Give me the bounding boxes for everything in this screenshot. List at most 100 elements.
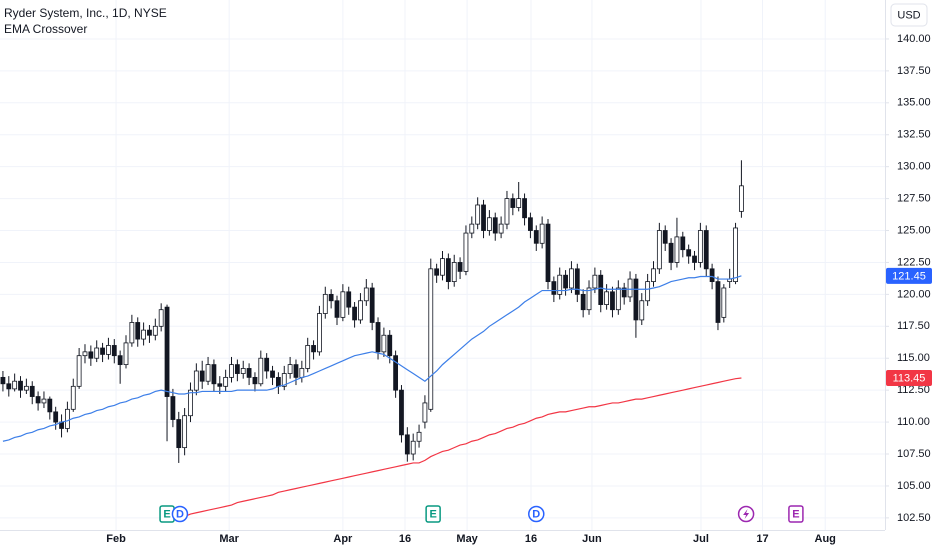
candle-body	[703, 230, 709, 270]
candle-body	[633, 278, 639, 321]
candle-body	[152, 325, 158, 336]
candle-body	[393, 355, 399, 391]
x-tick-label: Mar	[219, 533, 239, 545]
candle-body	[117, 355, 123, 366]
candle-body	[176, 419, 182, 449]
candle-body	[12, 380, 18, 390]
candle-body	[469, 223, 475, 234]
candle-body	[375, 322, 381, 353]
candle-body	[422, 402, 428, 423]
candle-body	[264, 357, 270, 372]
candle-body	[492, 217, 498, 234]
candle-body	[23, 385, 29, 391]
x-tick-label: 17	[756, 533, 768, 545]
candle-body	[275, 376, 281, 387]
candle-body	[639, 300, 645, 321]
candle-body	[88, 351, 94, 359]
event-label: E	[163, 508, 170, 520]
candle-body	[170, 396, 176, 420]
candle-body	[35, 396, 41, 404]
candle-body	[387, 334, 393, 357]
chart-title: Ryder System, Inc., 1D, NYSE	[4, 6, 167, 20]
candle-body	[404, 434, 410, 455]
price-badge-label: 113.45	[893, 372, 926, 384]
candle-body	[76, 355, 82, 387]
x-tick-label: Feb	[106, 533, 126, 545]
x-tick-label: May	[456, 533, 478, 545]
candle-body	[0, 376, 6, 385]
candle-body	[674, 236, 680, 263]
x-tick-label: Aug	[815, 533, 836, 545]
y-tick-label: 135.00	[897, 97, 931, 109]
candle-body	[164, 306, 170, 397]
candle-body	[182, 415, 188, 449]
candle-body	[211, 364, 217, 385]
candle-body	[141, 329, 146, 340]
candle-body	[270, 370, 275, 378]
x-tick-label: 16	[525, 533, 537, 545]
event-label: D	[176, 508, 184, 520]
candle-body	[205, 364, 211, 382]
candle-body	[451, 262, 457, 283]
candle-body	[281, 373, 287, 387]
candle-body	[158, 309, 164, 327]
candle-body	[457, 262, 463, 272]
candle-body	[434, 268, 440, 276]
y-tick-label: 107.50	[897, 448, 931, 460]
candle-body	[252, 376, 258, 385]
candle-body	[106, 345, 111, 355]
candle-body	[615, 287, 621, 311]
candle-body	[188, 389, 193, 417]
candle-body	[569, 268, 574, 289]
candle-body	[739, 185, 744, 212]
event-marker	[788, 505, 804, 523]
candle-body	[557, 274, 563, 295]
candle-body	[428, 268, 434, 410]
candle-body	[574, 268, 580, 295]
candle-body	[481, 204, 486, 231]
candle-body	[533, 230, 539, 244]
candle-body	[111, 345, 117, 357]
candle-body	[721, 287, 727, 318]
candle-body	[293, 364, 299, 378]
candle-body	[440, 258, 445, 276]
currency-button[interactable]	[890, 3, 928, 27]
event-icon	[743, 509, 750, 519]
candle-body	[510, 198, 516, 208]
candle-body	[498, 223, 504, 234]
candle-body	[246, 368, 252, 378]
currency-label[interactable]: USD	[897, 9, 920, 21]
candle-body	[610, 291, 615, 311]
candle-body	[662, 230, 668, 244]
candle-body	[709, 268, 715, 283]
candle-body	[528, 217, 533, 231]
candle-body	[586, 287, 592, 311]
candle-body	[70, 385, 76, 410]
candle-body	[41, 398, 47, 404]
candle-body	[258, 357, 264, 385]
y-tick-label: 127.50	[897, 192, 931, 204]
event-label: E	[429, 508, 436, 520]
candle-body	[592, 274, 598, 289]
plot-area	[0, 160, 744, 523]
candle-body	[416, 431, 422, 442]
y-tick-label: 122.50	[897, 256, 931, 268]
candle-body	[317, 313, 322, 353]
candle-body	[680, 236, 686, 251]
candle-body	[223, 376, 229, 387]
candle-body	[621, 287, 627, 298]
x-tick-label: Jul	[693, 533, 709, 545]
candle-body	[234, 364, 240, 374]
candle-body	[645, 281, 651, 302]
candle-body	[322, 293, 328, 314]
event-label: E	[792, 508, 799, 520]
candle-body	[475, 204, 481, 225]
ema-line	[161, 377, 742, 523]
event-label: D	[532, 508, 540, 520]
candle-body	[217, 383, 223, 387]
y-tick-label: 130.00	[897, 161, 931, 173]
x-tick-label: 16	[399, 533, 411, 545]
candle-body	[94, 347, 100, 359]
price-badge	[886, 370, 932, 387]
